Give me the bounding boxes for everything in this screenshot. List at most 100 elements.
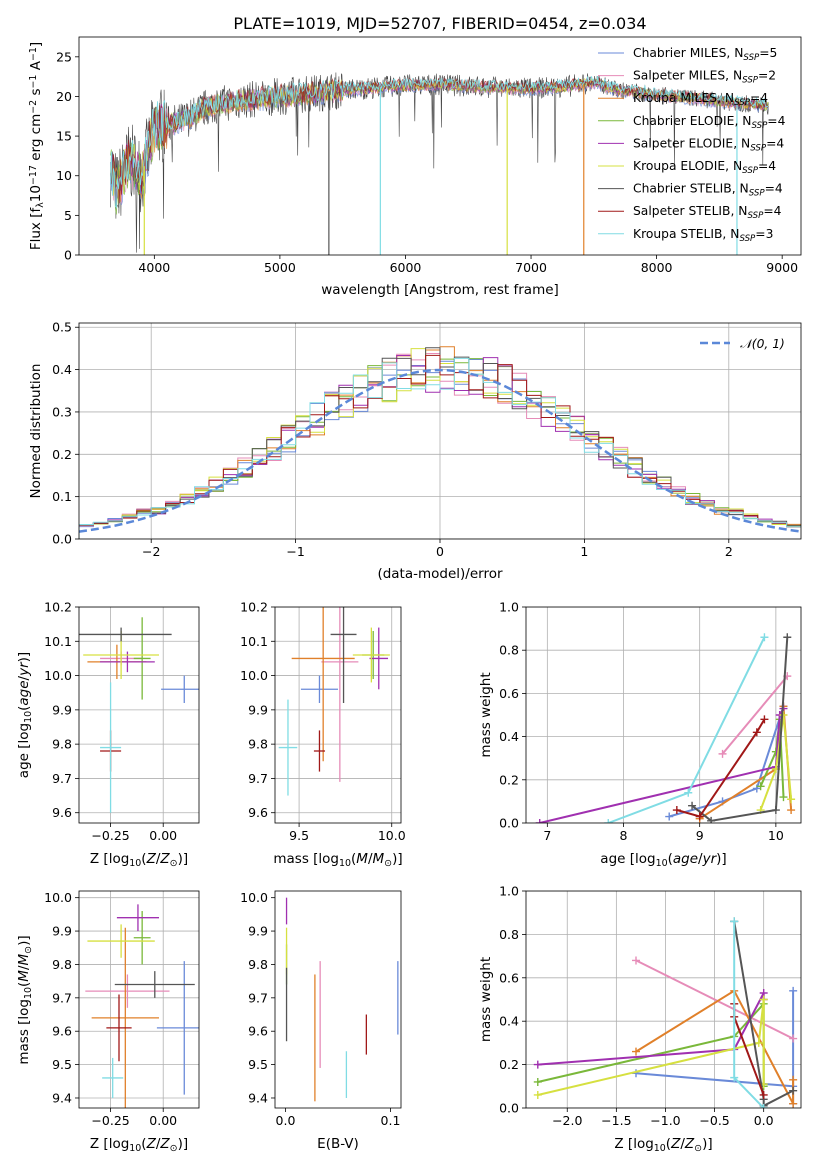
weight-point-marker	[789, 1075, 798, 1084]
x-tick-label: 7	[543, 828, 551, 843]
weight-series	[672, 715, 769, 821]
y-tick-label: 9.4	[52, 1090, 72, 1105]
y-tick-label: 9.6	[52, 1024, 72, 1039]
y-tick-label: 20	[56, 89, 72, 104]
y-axis-label: age [log10(age/yr)]	[16, 652, 34, 778]
y-tick-label: 0.1	[52, 489, 72, 504]
histogram-step-line	[79, 357, 801, 539]
y-tick-label: 0.4	[52, 362, 72, 377]
axes-mass_vs_EBV: 0.0 0.1 9.4 9.5 9.6 9.7 9.8 9.9 10.0 E(B-V)	[240, 890, 402, 1152]
plot-area	[79, 323, 801, 539]
x-tick-label: −0.25	[91, 1113, 129, 1128]
errorbar-point	[102, 1057, 124, 1098]
errorbar-point	[91, 927, 159, 1108]
y-tick-label: 9.9	[248, 924, 268, 939]
legend-label: Chabrier STELIB, NSSP=4	[633, 182, 783, 199]
legend: 𝒩(0, 1)	[700, 337, 785, 351]
weight-point-marker	[756, 782, 765, 791]
y-tick-label: 0.4	[499, 729, 519, 744]
legend-label: Chabrier MILES, NSSP=5	[633, 46, 777, 63]
y-tick-label: 9.7	[52, 771, 72, 786]
x-tick-label: −2	[142, 544, 160, 559]
weight-point-marker	[754, 1038, 763, 1047]
y-tick-label: 0.6	[499, 686, 519, 701]
y-tick-label: 1.0	[499, 884, 519, 899]
axes-frame	[274, 890, 402, 1109]
weight-point-marker	[779, 711, 788, 719]
errorbar-point	[313, 730, 326, 772]
y-tick-label: 1.0	[499, 600, 519, 615]
weight-point-marker	[730, 917, 739, 926]
axes-frame	[78, 322, 802, 540]
weight-series	[756, 715, 788, 802]
weight-series-line	[676, 718, 766, 818]
y-tick-label: 9.7	[248, 990, 268, 1005]
y-tick-label: 10.0	[240, 668, 268, 683]
y-tick-label: 10.0	[240, 890, 268, 905]
y-tick-label: 9.4	[248, 1090, 268, 1105]
x-axis-label: Z [log10(Z/Z⊙)]	[90, 1136, 188, 1154]
y-tick-label: 25	[56, 49, 72, 64]
errorbar-point	[352, 627, 390, 683]
y-tick-label: 0.2	[499, 1057, 519, 1072]
errorbar-point	[79, 627, 172, 642]
weight-series	[535, 704, 788, 823]
y-tick-label: 9.9	[52, 924, 72, 939]
legend-label: Salpeter STELIB, NSSP=4	[633, 204, 782, 221]
y-tick-label: 0.8	[499, 643, 519, 658]
axes-age_vs_Z: −0.25 0.00 9.6 9.7 9.8 9.9 10.0 10.1 10.2 Z [log1…	[16, 600, 200, 869]
weight-point-marker	[759, 995, 768, 1004]
y-tick-label: 10.1	[240, 634, 268, 649]
weight-series	[533, 988, 768, 1069]
y-tick-label: 9.6	[248, 805, 268, 820]
y-axis-label: mass weight	[478, 957, 494, 1042]
plot-area	[110, 72, 769, 255]
axes-age_vs_mass: 9.5 10.0 9.6 9.7 9.8 9.9 10.0 10.1 10.2 mass [log…	[240, 600, 406, 869]
axes-frame	[78, 890, 200, 1109]
axes-frame	[525, 606, 802, 824]
errorbar-point	[106, 994, 132, 1062]
x-tick-label: 8	[620, 828, 628, 843]
x-tick-label: 4000	[138, 260, 170, 275]
plot-area	[275, 607, 401, 823]
y-tick-label: 0.0	[499, 816, 519, 831]
normal-reference-curve	[79, 368, 801, 533]
y-tick-label: 9.8	[52, 737, 72, 752]
axes-frame	[274, 606, 402, 824]
y-tick-label: 0.2	[499, 772, 519, 787]
legend: Chabrier MILES, NSSP=5 Salpeter MILES, NS…	[598, 46, 786, 243]
x-tick-label: 8000	[641, 260, 673, 275]
weight-point-marker	[789, 1099, 798, 1108]
x-tick-label: 1	[580, 544, 588, 559]
axes-frame	[78, 606, 200, 824]
weight-point-marker	[787, 795, 796, 804]
y-tick-label: 0.4	[499, 1014, 519, 1029]
weight-series	[665, 702, 788, 821]
x-axis-label: age [log10(age/yr)]	[600, 851, 726, 869]
axes-frame	[525, 890, 802, 1109]
errorbar-point	[300, 675, 338, 703]
y-tick-label: 0.0	[52, 532, 72, 547]
weight-point-marker	[533, 1090, 542, 1099]
y-tick-label: 0.2	[52, 447, 72, 462]
y-tick-label: 9.5	[52, 1057, 72, 1072]
y-tick-label: 9.7	[52, 990, 72, 1005]
x-tick-label: 0.0	[754, 1113, 774, 1128]
x-tick-label: −0.5	[699, 1113, 729, 1128]
x-tick-label: 0.00	[149, 1113, 177, 1128]
errorbar-point	[321, 607, 359, 782]
x-tick-label: 7000	[515, 260, 547, 275]
x-tick-label: 0.00	[149, 828, 177, 843]
errorbar-point	[278, 699, 298, 796]
weight-point-marker	[604, 819, 613, 823]
x-tick-label: 0.1	[381, 1113, 401, 1128]
weight-series-line	[537, 992, 765, 1066]
weight-point-marker	[779, 793, 788, 802]
x-tick-label: 9.5	[289, 828, 309, 843]
x-tick-label: 0	[436, 544, 444, 559]
weight-point-marker	[787, 806, 796, 815]
y-tick-label: 10.2	[44, 600, 72, 615]
weight-series	[533, 999, 768, 1091]
weight-point-marker	[759, 1104, 768, 1108]
weight-point-marker	[535, 819, 544, 823]
